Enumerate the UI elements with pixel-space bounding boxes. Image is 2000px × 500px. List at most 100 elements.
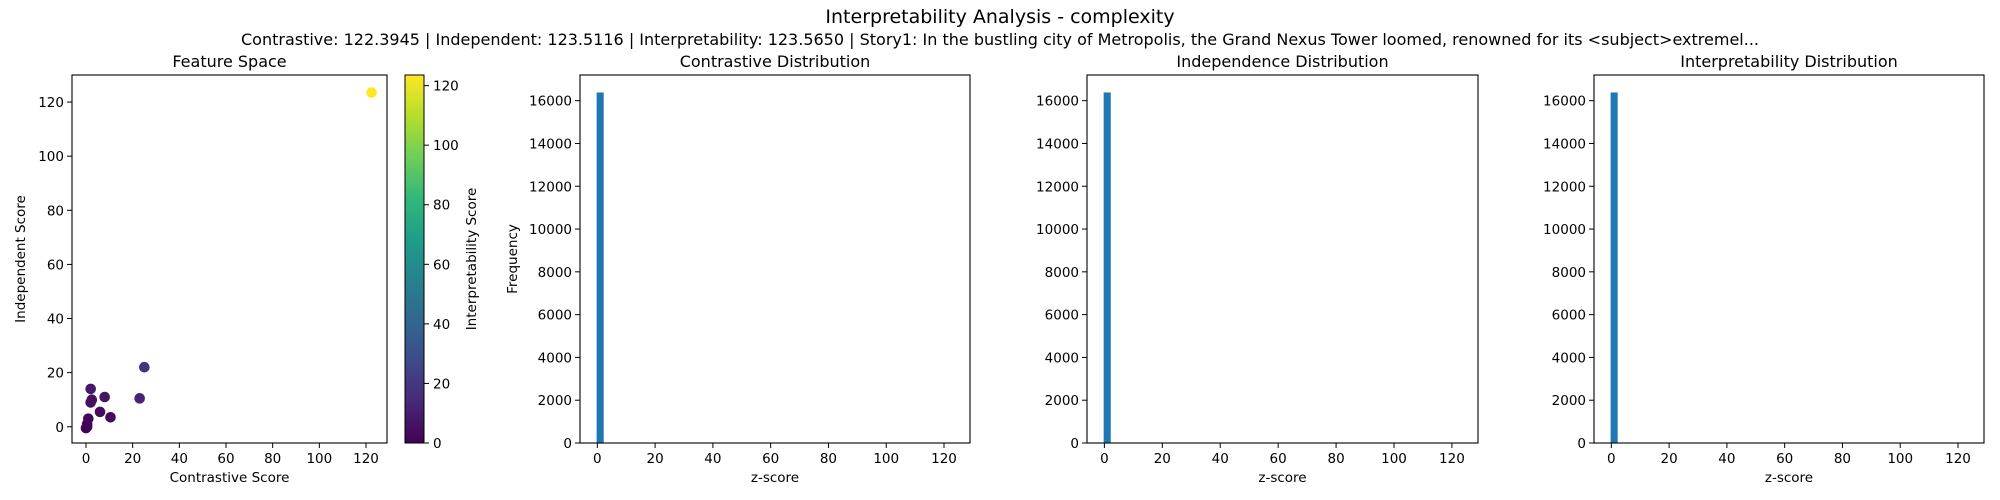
y-tick-label: 0 — [563, 436, 572, 452]
y-tick-label: 6000 — [1045, 308, 1079, 324]
chart-panel-3: 0 20 40 60 80 100 120 0 2000 4000 6000 8000 10000 120… — [1036, 52, 1479, 486]
x-axis-label: z-score — [751, 470, 799, 486]
figure-title: Interpretability Analysis - complexity — [825, 6, 1175, 28]
scatter-point — [85, 397, 96, 408]
y-tick-label: 4000 — [538, 350, 572, 366]
figure-subtitle: Contrastive: 122.3945 | Independent: 123… — [240, 30, 1759, 49]
x-tick-label: 0 — [593, 451, 602, 467]
y-tick-label: 60 — [47, 257, 64, 273]
x-tick-label: 40 — [1212, 451, 1229, 467]
y-tick-label: 12000 — [1036, 179, 1079, 195]
x-tick-label: 100 — [306, 451, 332, 467]
y-tick-label: 100 — [38, 149, 64, 165]
y-axis-label: Independent Score — [13, 195, 29, 323]
y-tick-label: 10000 — [529, 222, 572, 238]
y-tick-label: 20 — [47, 366, 64, 382]
chart-panel-2: 0 20 40 60 80 100 120 0 2000 4000 6000 8000 10000 120… — [505, 52, 971, 486]
x-tick-label: 60 — [762, 451, 779, 467]
x-axis-label: z-score — [1765, 470, 1813, 486]
colorbar-tick-label: 0 — [433, 436, 442, 452]
x-axis-label: Contrastive Score — [170, 470, 290, 486]
y-tick-label: 4000 — [1045, 350, 1079, 366]
scatter-point — [105, 411, 116, 423]
y-tick-label: 8000 — [538, 265, 572, 281]
scatter-point — [366, 87, 377, 98]
y-tick-label: 16000 — [1036, 94, 1079, 110]
x-tick-label: 40 — [704, 451, 721, 467]
axes-frame — [71, 74, 388, 444]
x-tick-label: 100 — [873, 451, 899, 467]
colorbar-tick-label: 40 — [433, 317, 450, 333]
x-tick-label: 0 — [1100, 451, 1109, 467]
x-tick-label: 20 — [1661, 451, 1678, 467]
x-tick-label: 120 — [353, 451, 379, 467]
x-tick-label: 120 — [1945, 451, 1971, 467]
y-tick-label: 0 — [1070, 436, 1079, 452]
y-tick-label: 0 — [55, 420, 64, 436]
axes-frame — [1086, 74, 1479, 444]
scatter-point — [80, 422, 92, 434]
histogram-bar — [1610, 92, 1618, 443]
x-tick-label: 0 — [1607, 451, 1616, 467]
x-tick-label: 20 — [647, 451, 664, 467]
scatter-point — [134, 393, 145, 404]
colorbar-tick-label: 60 — [433, 257, 450, 273]
y-tick-label: 6000 — [538, 308, 572, 324]
y-tick-label: 40 — [47, 312, 64, 328]
x-tick-label: 40 — [171, 451, 188, 467]
x-tick-label: 100 — [1381, 451, 1407, 467]
x-tick-label: 120 — [931, 451, 957, 467]
y-tick-label: 4000 — [1552, 350, 1586, 366]
x-tick-label: 80 — [820, 451, 837, 467]
y-tick-label: 8000 — [1552, 265, 1586, 281]
panel-title: Contrastive Distribution — [680, 52, 871, 71]
x-tick-label: 120 — [1439, 451, 1465, 467]
scatter-point — [85, 383, 96, 395]
x-tick-label: 20 — [124, 451, 141, 467]
y-tick-label: 120 — [38, 95, 64, 111]
x-tick-label: 80 — [264, 451, 281, 467]
y-tick-label: 12000 — [529, 179, 572, 195]
y-tick-label: 80 — [47, 203, 64, 219]
x-tick-label: 80 — [1327, 451, 1344, 467]
x-tick-label: 0 — [82, 451, 91, 467]
x-tick-label: 20 — [1154, 451, 1171, 467]
histogram-bar — [596, 92, 604, 443]
y-tick-label: 0 — [1577, 436, 1586, 452]
x-tick-label: 60 — [1270, 451, 1287, 467]
scatter-point — [99, 391, 110, 403]
scatter-point — [139, 361, 150, 373]
colorbar-tick-label: 120 — [433, 79, 459, 95]
panel-title: Independence Distribution — [1176, 52, 1388, 71]
y-tick-label: 12000 — [1543, 179, 1586, 195]
scatter-point — [94, 406, 106, 418]
x-tick-label: 60 — [217, 451, 234, 467]
y-tick-label: 2000 — [1045, 393, 1079, 409]
y-tick-label: 2000 — [538, 393, 572, 409]
axes-frame — [1593, 74, 1985, 444]
panel-title: Interpretability Distribution — [1680, 52, 1898, 71]
x-tick-label: 80 — [1834, 451, 1851, 467]
colorbar-label: Interpretability Score — [464, 188, 480, 331]
x-tick-label: 40 — [1718, 451, 1735, 467]
y-tick-label: 16000 — [1543, 94, 1586, 110]
x-tick-label: 60 — [1776, 451, 1793, 467]
colorbar — [404, 74, 425, 444]
y-tick-label: 14000 — [1543, 136, 1586, 152]
x-axis-label: z-score — [1258, 470, 1306, 486]
colorbar-tick-label: 20 — [433, 376, 450, 392]
y-tick-label: 8000 — [1045, 265, 1079, 281]
y-tick-label: 16000 — [529, 94, 572, 110]
chart-panel-1: 0 20 40 60 80 100 120 0 20 40 60 80 100 120 Feature Sp… — [13, 52, 480, 486]
y-axis-label: Frequency — [505, 224, 521, 294]
panel-title: Feature Space — [172, 52, 286, 71]
x-tick-label: 100 — [1887, 451, 1913, 467]
y-tick-label: 2000 — [1552, 393, 1586, 409]
y-tick-label: 14000 — [1036, 136, 1079, 152]
histogram-bar — [1103, 92, 1111, 443]
chart-panel-4: 0 20 40 60 80 100 120 0 2000 4000 6000 8000 10000 120… — [1543, 52, 1985, 486]
colorbar-tick-label: 100 — [433, 138, 459, 154]
axes-frame — [579, 74, 971, 444]
y-tick-label: 10000 — [1543, 222, 1586, 238]
